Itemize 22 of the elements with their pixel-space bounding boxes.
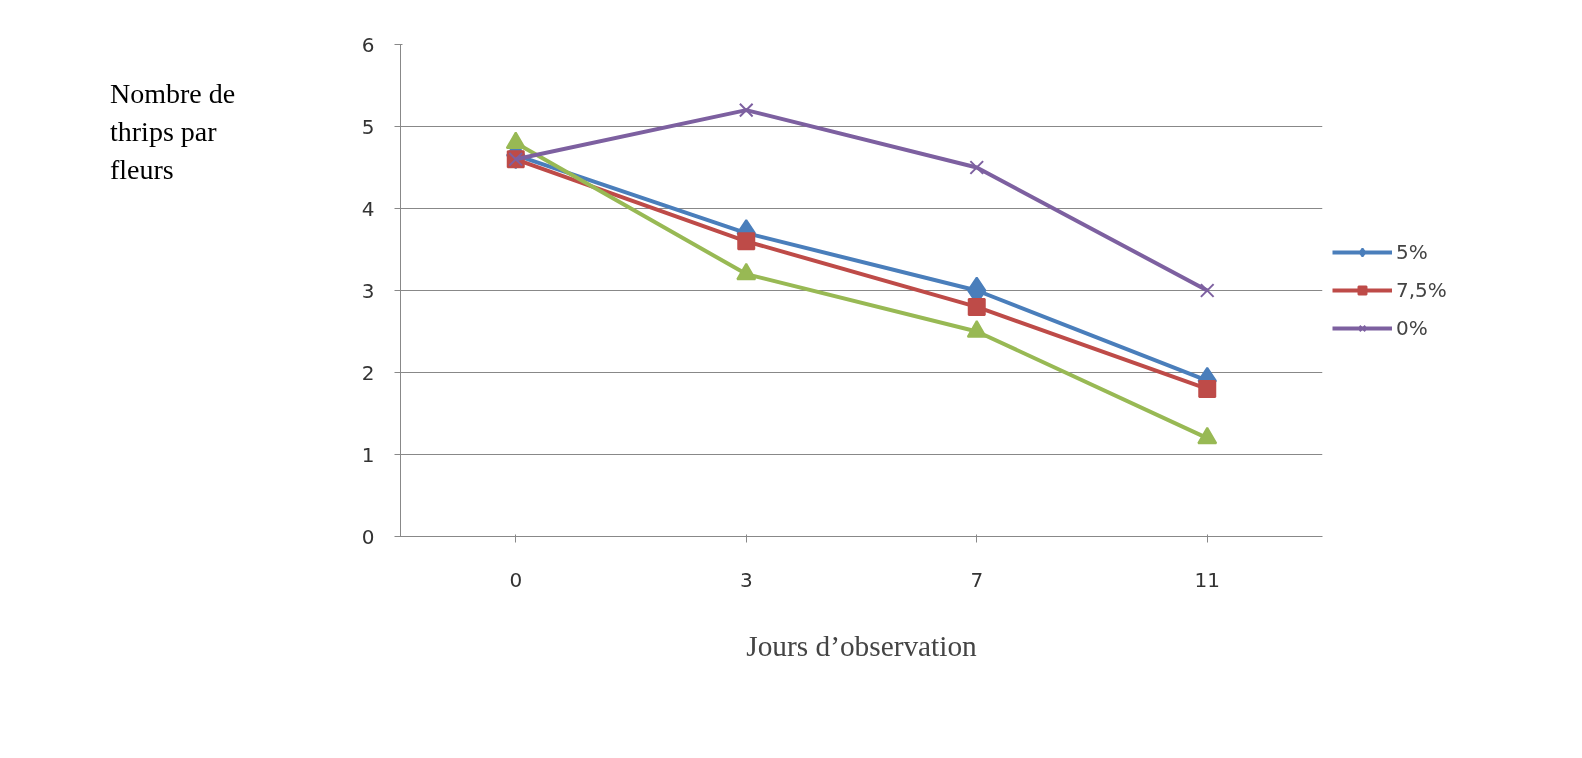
x-tick-label: 7 bbox=[970, 567, 984, 592]
point bbox=[737, 232, 756, 251]
point bbox=[738, 102, 754, 118]
y-axis-title: Nombre de thrips par fleurs bbox=[110, 77, 236, 187]
y-tick-label: 3 bbox=[361, 278, 375, 303]
point bbox=[1199, 283, 1215, 298]
point bbox=[967, 297, 986, 316]
legend-label: 5% bbox=[1396, 240, 1428, 264]
y-tick-label: 4 bbox=[361, 196, 375, 221]
point bbox=[1198, 379, 1217, 398]
point bbox=[969, 160, 985, 175]
x-axis-title: Jours d’observation bbox=[746, 629, 978, 662]
y-tick-label: 5 bbox=[361, 114, 375, 139]
x-tick-label: 3 bbox=[739, 567, 753, 592]
x-tick-label: 11 bbox=[1194, 567, 1220, 592]
x-tick-label: 0 bbox=[509, 567, 523, 592]
legend-label: 0% bbox=[1396, 316, 1428, 340]
y-tick-label: 6 bbox=[361, 32, 375, 57]
y-tick-label: 1 bbox=[361, 442, 375, 467]
legend-label: 7,5% bbox=[1396, 278, 1447, 302]
y-tick-label: 2 bbox=[361, 360, 375, 385]
y-tick-label: 0 bbox=[361, 524, 375, 549]
